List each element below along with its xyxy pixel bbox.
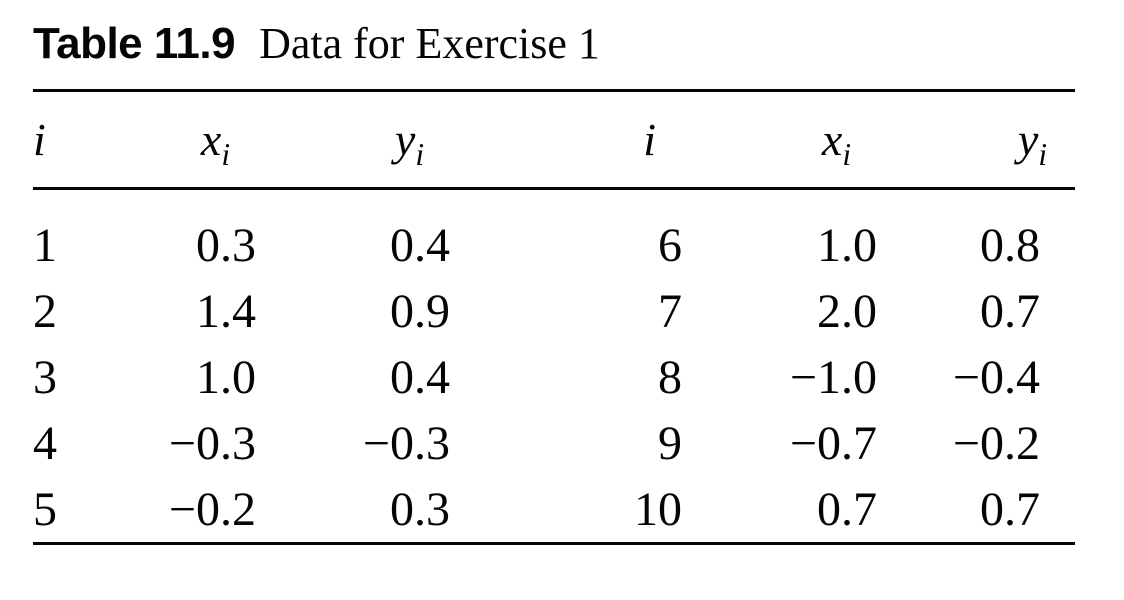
index-cell: 5 xyxy=(33,482,57,536)
x-value-cell: 2.0 xyxy=(817,284,877,338)
y-value-cell: −0.2 xyxy=(952,416,1040,470)
index-cell: 8 xyxy=(658,350,682,404)
y-value-cell: −0.4 xyxy=(952,350,1040,404)
y-value-cell: 0.4 xyxy=(390,350,450,404)
col-header-x-right: xi xyxy=(682,90,877,190)
index-cell: 1 xyxy=(33,218,57,272)
x-value-cell: 0.3 xyxy=(196,218,256,272)
index-cell: 6 xyxy=(658,218,682,272)
table-row: 2 1.4 0.9 7 2.0 0.7 xyxy=(33,278,1075,344)
col-header-i-left: i xyxy=(33,90,123,190)
y-value-cell: 0.7 xyxy=(980,482,1040,536)
col-header-i-right: i xyxy=(450,90,682,190)
header-row: i xi yi i xi yi xyxy=(33,90,1075,190)
table-title: Table 11.9 Data for Exercise 1 xyxy=(33,18,600,69)
table-label: Table 11.9 xyxy=(33,19,236,68)
table-caption: Data for Exercise 1 xyxy=(259,19,600,68)
y-value-cell: 0.4 xyxy=(390,218,450,272)
col-header-y-right: yi xyxy=(877,90,1075,190)
index-cell: 2 xyxy=(33,284,57,338)
x-value-cell: 1.0 xyxy=(196,350,256,404)
y-value-cell: 0.3 xyxy=(390,482,450,536)
col-header-x-left: xi xyxy=(123,90,256,190)
col-header-y-left: yi xyxy=(256,90,450,190)
index-cell: 7 xyxy=(658,284,682,338)
index-cell: 9 xyxy=(658,416,682,470)
y-value-cell: 0.9 xyxy=(390,284,450,338)
x-value-cell: 0.7 xyxy=(817,482,877,536)
x-value-cell: 1.0 xyxy=(817,218,877,272)
x-value-cell: −0.7 xyxy=(789,416,877,470)
table-row: 4 −0.3 −0.3 9 −0.7 −0.2 xyxy=(33,410,1075,476)
y-value-cell: 0.7 xyxy=(980,284,1040,338)
y-value-cell: −0.3 xyxy=(362,416,450,470)
data-table: i xi yi i xi yi 1 0.3 0.4 6 1.0 0.8 2 1.… xyxy=(33,89,1075,545)
index-cell: 4 xyxy=(33,416,57,470)
table-row: 3 1.0 0.4 8 −1.0 −0.4 xyxy=(33,344,1075,410)
table-row: 5 −0.2 0.3 10 0.7 0.7 xyxy=(33,476,1075,544)
x-value-cell: 1.4 xyxy=(196,284,256,338)
x-value-cell: −0.2 xyxy=(168,482,256,536)
y-value-cell: 0.8 xyxy=(980,218,1040,272)
index-cell: 3 xyxy=(33,350,57,404)
x-value-cell: −0.3 xyxy=(168,416,256,470)
index-cell: 10 xyxy=(634,482,682,536)
table-row: 1 0.3 0.4 6 1.0 0.8 xyxy=(33,189,1075,279)
x-value-cell: −1.0 xyxy=(789,350,877,404)
